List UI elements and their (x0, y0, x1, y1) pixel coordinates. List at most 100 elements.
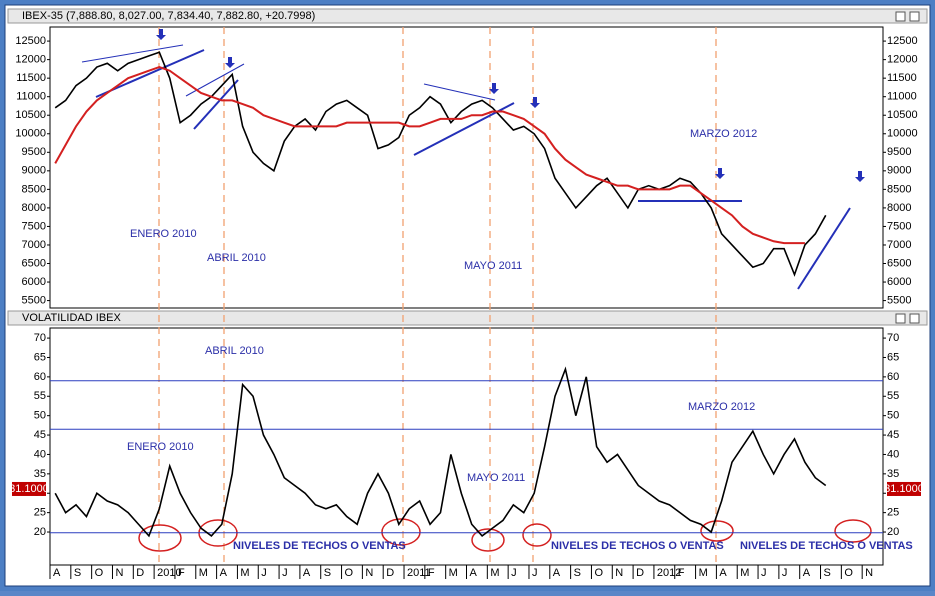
last-value-label: 31.1000 (9, 483, 49, 495)
x-tick-label: S (824, 567, 831, 579)
annotation: NIVELES DE TECHOS O VENTAS (551, 540, 724, 552)
x-tick-label: A (553, 567, 561, 579)
x-tick-label: N (115, 567, 123, 579)
y-tick-label: 60 (34, 371, 46, 383)
x-tick-label: A (719, 567, 727, 579)
y-tick-label: 7000 (22, 239, 46, 251)
x-tick-label: A (470, 567, 478, 579)
y-tick-label: 8000 (22, 202, 46, 214)
y-tick-label: 9500 (22, 146, 46, 158)
annotation: MAYO 2011 (467, 472, 525, 484)
y-tick-label: 10000 (887, 128, 918, 140)
x-tick-label: 2012 (657, 567, 681, 579)
x-tick-label: S (324, 567, 331, 579)
x-tick-label: S (574, 567, 581, 579)
x-tick-label: N (615, 567, 623, 579)
window-button[interactable] (909, 313, 920, 324)
y-tick-label: 10500 (15, 109, 46, 121)
y-tick-label: 9000 (22, 165, 46, 177)
y-tick-label: 11000 (16, 91, 46, 103)
annotation: ENERO 2010 (127, 441, 194, 453)
y-tick-label: 5500 (22, 294, 46, 306)
x-tick-label: D (636, 567, 644, 579)
last-value-label: 31.1000 (884, 483, 924, 495)
y-tick-label: 12000 (887, 54, 918, 66)
x-tick-label: M (699, 567, 708, 579)
x-tick-label: F (428, 567, 435, 579)
x-tick-label: M (240, 567, 249, 579)
x-tick-label: N (365, 567, 373, 579)
series-line (54, 51, 827, 277)
annotation: NIVELES DE TECHOS O VENTAS (740, 540, 913, 552)
x-tick-label: O (345, 567, 354, 579)
y-tick-label: 20 (887, 526, 899, 538)
x-tick-label: A (220, 567, 228, 579)
annotation: ABRIL 2010 (207, 252, 266, 264)
y-tick-label: 45 (887, 429, 899, 441)
annotation: ENERO 2010 (130, 228, 197, 240)
x-tick-label: S (74, 567, 81, 579)
window-button[interactable] (909, 11, 920, 22)
y-tick-label: 12500 (887, 35, 918, 47)
y-tick-label: 60 (887, 371, 899, 383)
x-tick-label: J (261, 567, 267, 579)
title-bar (7, 310, 928, 326)
y-tick-label: 25 (887, 507, 899, 519)
x-tick-label: J (761, 567, 767, 579)
title-bar (7, 8, 928, 24)
y-tick-label: 35 (34, 468, 46, 480)
plot-area (49, 26, 884, 309)
x-tick-label: A (803, 567, 811, 579)
y-tick-label: 70 (34, 332, 46, 344)
y-tick-label: 8000 (887, 202, 911, 214)
window-button[interactable] (895, 313, 906, 324)
y-tick-label: 55 (34, 390, 46, 402)
last-value-box (887, 481, 921, 496)
x-tick-label: F (178, 567, 185, 579)
x-tick-label: A (53, 567, 61, 579)
y-tick-label: 12000 (15, 54, 46, 66)
last-value-box (12, 481, 46, 496)
y-tick-label: 5500 (887, 294, 911, 306)
x-tick-label: J (282, 567, 288, 579)
y-tick-label: 45 (34, 429, 46, 441)
y-tick-label: 11000 (887, 91, 917, 103)
x-tick-label: A (303, 567, 311, 579)
x-tick-label: D (136, 567, 144, 579)
x-tick-label: M (449, 567, 458, 579)
y-tick-label: 11500 (887, 72, 917, 84)
x-tick-label: J (532, 567, 538, 579)
x-tick-label: N (865, 567, 873, 579)
y-tick-label: 50 (887, 410, 899, 422)
panel-title: IBEX-35 (7,888.80, 8,027.00, 7,834.40, 7… (22, 10, 315, 22)
y-tick-label: 7500 (887, 220, 911, 232)
y-tick-label: 40 (34, 448, 46, 460)
y-tick-label: 65 (887, 351, 899, 363)
x-tick-label: J (782, 567, 788, 579)
annotation: ABRIL 2010 (205, 345, 264, 357)
x-tick-label: O (844, 567, 853, 579)
y-tick-label: 50 (34, 410, 46, 422)
x-tick-label: M (740, 567, 749, 579)
annotation: NIVELES DE TECHOS O VENTAS (233, 540, 406, 552)
x-tick-label: M (490, 567, 499, 579)
y-tick-label: 7000 (887, 239, 911, 251)
y-tick-label: 25 (34, 507, 46, 519)
y-tick-label: 6000 (22, 276, 46, 288)
y-tick-label: 35 (887, 468, 899, 480)
y-tick-label: 55 (887, 390, 899, 402)
x-tick-label: O (95, 567, 104, 579)
window-button[interactable] (895, 11, 906, 22)
annotation: MARZO 2012 (688, 401, 755, 413)
x-tick-label: 2010 (157, 567, 181, 579)
panel-title: VOLATILIDAD IBEX (22, 312, 121, 324)
series-line (54, 65, 805, 245)
x-tick-label: F (678, 567, 685, 579)
x-tick-label: D (386, 567, 394, 579)
annotation: MARZO 2012 (690, 128, 757, 140)
y-tick-label: 10000 (15, 128, 46, 140)
y-tick-label: 9000 (887, 165, 911, 177)
y-tick-label: 6500 (22, 257, 46, 269)
